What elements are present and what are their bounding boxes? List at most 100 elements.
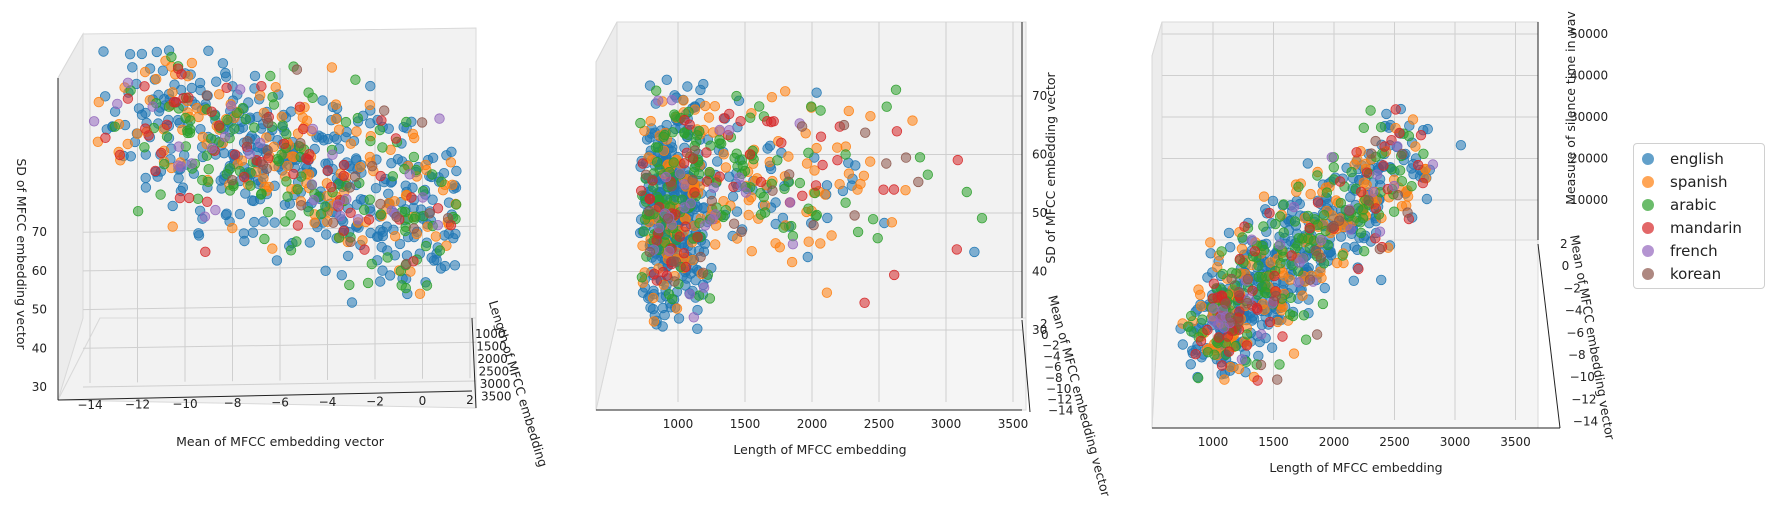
point-french — [674, 168, 686, 179]
point-spanish — [783, 151, 794, 162]
subplot-1-z-tick-label: 60 — [32, 264, 47, 278]
point-english — [336, 270, 348, 281]
point-mandarin — [174, 192, 186, 204]
point-english — [1375, 274, 1387, 286]
point-spanish — [1205, 237, 1216, 248]
point-mandarin — [1251, 302, 1263, 314]
point-english — [350, 153, 362, 164]
point-english — [98, 46, 109, 57]
point-english — [822, 212, 833, 224]
point-arabic — [1335, 197, 1347, 209]
subplot-3-x-tick-label: 2500 — [1379, 435, 1410, 449]
subplot-2-y-tick-label: −10 — [1046, 382, 1071, 396]
legend-item-english: english — [1642, 148, 1724, 170]
point-korean — [860, 127, 871, 138]
point-french — [122, 77, 134, 89]
point-english — [1223, 227, 1235, 239]
point-korean — [379, 105, 390, 116]
point-mandarin — [390, 133, 402, 144]
point-mandarin — [1264, 207, 1275, 219]
point-korean — [291, 64, 303, 75]
point-arabic — [436, 176, 447, 188]
point-mandarin — [1390, 104, 1401, 115]
point-spanish — [843, 168, 855, 179]
point-korean — [1366, 148, 1377, 159]
point-english — [821, 180, 833, 191]
legend-label-english: english — [1670, 150, 1724, 168]
point-spanish — [330, 99, 342, 110]
point-mandarin — [326, 181, 337, 193]
point-english — [428, 255, 440, 266]
point-english — [304, 237, 316, 248]
point-french — [1374, 226, 1386, 237]
point-english — [127, 62, 138, 73]
point-arabic — [794, 177, 806, 189]
point-french — [698, 282, 710, 293]
point-spanish — [1297, 290, 1308, 301]
point-arabic — [679, 128, 690, 139]
point-french — [660, 171, 672, 183]
point-arabic — [760, 207, 771, 218]
point-english — [659, 309, 670, 321]
point-mandarin — [363, 214, 375, 225]
point-mandarin — [338, 225, 349, 237]
point-english — [1335, 231, 1347, 242]
point-english — [136, 48, 148, 60]
point-french — [244, 148, 255, 160]
point-mandarin — [654, 201, 665, 213]
point-mandarin — [1216, 360, 1228, 371]
point-arabic — [240, 113, 252, 125]
point-mandarin — [1361, 167, 1373, 178]
point-mandarin — [114, 149, 126, 161]
legend-item-arabic: arabic — [1642, 194, 1717, 216]
point-arabic — [867, 213, 879, 225]
point-english — [342, 250, 354, 262]
point-mandarin — [744, 149, 756, 160]
point-korean — [900, 152, 912, 163]
point-french — [432, 219, 444, 231]
point-french — [1256, 329, 1267, 340]
point-spanish — [267, 243, 278, 254]
point-arabic — [1328, 162, 1340, 173]
point-english — [1455, 139, 1467, 151]
subplot-1-y-tick-label: 3500 — [481, 390, 512, 404]
point-mandarin — [1353, 263, 1364, 275]
point-mandarin — [637, 158, 649, 169]
point-english — [451, 165, 462, 177]
point-arabic — [109, 121, 121, 132]
point-arabic — [224, 185, 236, 196]
point-english — [811, 87, 822, 98]
point-spanish — [197, 131, 209, 143]
point-spanish — [276, 111, 288, 122]
point-mandarin — [644, 193, 655, 205]
point-mandarin — [1334, 176, 1346, 187]
point-spanish — [270, 81, 281, 93]
point-french — [787, 238, 799, 250]
point-mandarin — [178, 92, 189, 104]
point-spanish — [93, 96, 105, 108]
point-french — [88, 116, 100, 127]
point-spanish — [648, 292, 659, 304]
point-spanish — [122, 138, 133, 150]
point-arabic — [961, 186, 973, 198]
point-arabic — [806, 101, 817, 112]
point-korean — [1225, 312, 1236, 323]
point-korean — [666, 181, 677, 192]
point-french — [724, 124, 735, 136]
point-arabic — [285, 245, 297, 256]
point-korean — [1241, 297, 1253, 309]
point-english — [1224, 241, 1236, 253]
subplot-2-axes — [596, 22, 1031, 413]
subplot-1-y-tick-label: 2500 — [479, 365, 510, 379]
subplot-1-y-tick-label: 3000 — [480, 377, 511, 391]
point-arabic — [731, 90, 742, 102]
point-arabic — [382, 252, 393, 263]
point-arabic — [716, 138, 727, 149]
point-mandarin — [1312, 197, 1324, 208]
point-spanish — [718, 149, 730, 160]
subplot-3-x-tick-label: 3000 — [1440, 435, 1471, 449]
point-mandarin — [678, 247, 690, 259]
point-english — [770, 197, 781, 208]
point-spanish — [865, 156, 876, 167]
point-mandarin — [100, 132, 111, 144]
